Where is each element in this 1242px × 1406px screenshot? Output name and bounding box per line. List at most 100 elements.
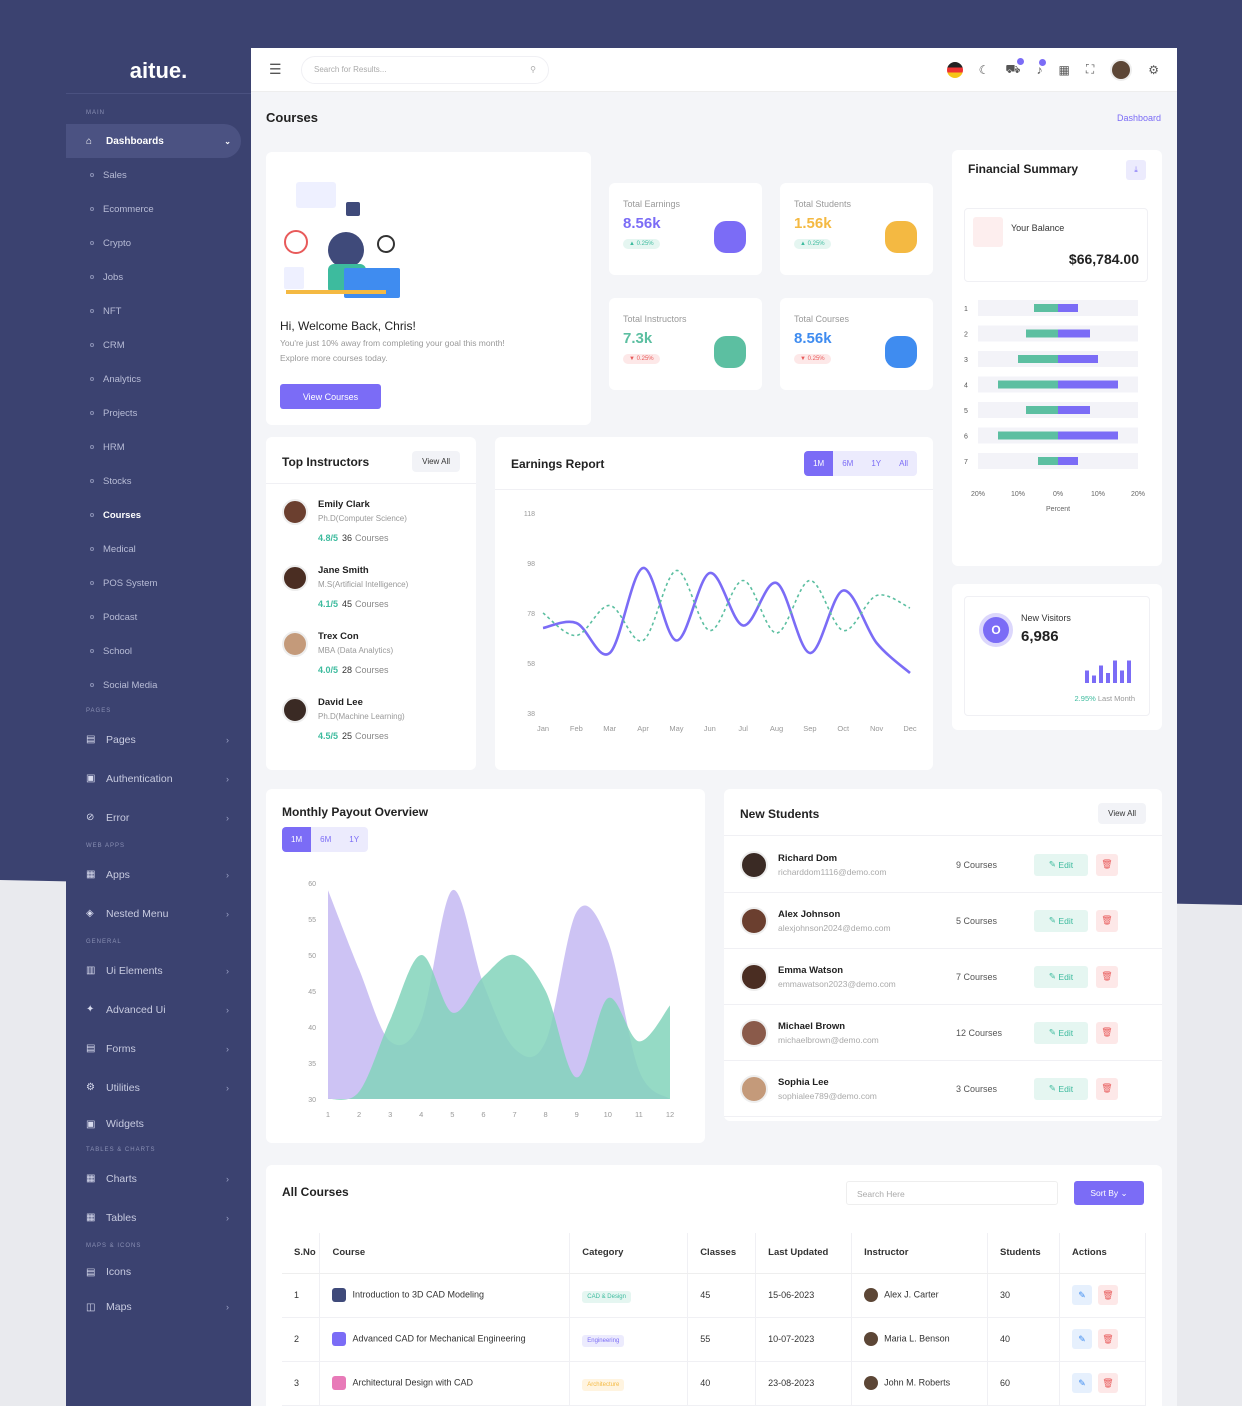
courses-search-input[interactable]: Search Here [846,1181,1058,1205]
tab-1y[interactable]: 1Y [862,451,891,476]
delete-button[interactable]: 🗑 [1096,1021,1118,1044]
edit-button[interactable]: ✎ Edit [1034,909,1088,932]
instructor-item[interactable]: David Lee Ph.D(Machine Learning) 4.5/5 25… [282,697,467,741]
sidebar-sub-item[interactable]: Jobs [66,260,251,294]
sidebar-item-error[interactable]: ⊘ Error › [66,798,251,837]
sidebar-item-tables[interactable]: ▦ Tables › [66,1198,251,1237]
moon-icon[interactable]: ☾ [978,62,990,77]
breadcrumb[interactable]: Dashboard [1116,113,1161,123]
classes-cell: 40 [687,1361,757,1406]
sidebar-sub-item[interactable]: POS System [66,566,251,600]
sidebar-sub-label: Projects [103,407,138,419]
edit-button[interactable]: ✎ Edit [1034,1077,1088,1100]
trash-icon[interactable]: 🗑 [1097,1329,1118,1349]
bell-icon[interactable]: ♪ [1036,58,1047,77]
chevron-right-icon: › [226,908,229,919]
flag-icon[interactable] [946,61,963,78]
tab-1m[interactable]: 1M [282,827,312,852]
search-input[interactable]: Search for Results... ⚲ [301,55,549,84]
sidebar-item-ui-elements[interactable]: ▥ Ui Elements › [66,951,251,990]
course-cell[interactable]: Advanced CAD for Mechanical Engineering [319,1317,571,1362]
edit-icon[interactable]: ✎ [1071,1329,1092,1349]
sidebar-sub-item[interactable]: School [66,634,251,668]
sidebar-item-forms[interactable]: ▤ Forms › [66,1029,251,1068]
view-all-students-button[interactable]: View All [1098,803,1146,824]
sidebar-item-advanced-ui[interactable]: ✦ Advanced Ui › [66,990,251,1029]
trash-icon[interactable]: 🗑 [1097,1285,1118,1305]
sidebar-sub-item[interactable]: CRM [66,328,251,362]
delete-button[interactable]: 🗑 [1096,853,1118,876]
chevron-right-icon: › [226,812,229,823]
instructor-item[interactable]: Jane Smith M.S(Artificial Intelligence) … [282,565,467,609]
course-cell[interactable]: Architectural Design with CAD [319,1361,571,1406]
sidebar-item-pages[interactable]: ▤ Pages › [66,720,251,759]
sidebar-sub-item[interactable]: Ecommerce [66,192,251,226]
edit-button[interactable]: ✎ Edit [1034,1021,1088,1044]
sidebar-sub-item[interactable]: Sales [66,158,251,192]
sidebar-item-dashboards[interactable]: ⌂ Dashboards ⌄ [66,124,241,158]
tick-label: 40 [308,1025,316,1032]
course-icon [332,1332,347,1346]
sidebar-item-apps[interactable]: ▦ Apps › [66,855,251,894]
tab-1m[interactable]: 1M [804,451,834,476]
sidebar-sub-item[interactable]: Projects [66,396,251,430]
tab-all[interactable]: All [890,451,917,476]
edit-button[interactable]: ✎ Edit [1034,853,1088,876]
instructor-item[interactable]: Trex Con MBA (Data Analytics) 4.0/5 28 Cou… [282,631,467,675]
search-icon[interactable]: ⚲ [530,65,536,74]
sidebar-sub-item[interactable]: Social Media [66,668,251,702]
instructor-name: Emily Clark [318,499,370,510]
sidebar-item-maps[interactable]: ◫ Maps › [66,1289,251,1325]
sidebar-sub-item[interactable]: Courses [66,498,251,532]
students-cell: 60 [987,1361,1060,1406]
avatar[interactable] [1110,58,1133,81]
menu-icon[interactable]: ☰ [269,61,282,77]
sidebar-item-icons[interactable]: ▤ Icons [66,1255,251,1289]
gear-icon[interactable]: ⚙ [1148,62,1159,77]
bullet-icon [90,513,94,517]
updated-cell: 15-06-2023 [755,1273,853,1318]
delete-button[interactable]: 🗑 [1096,1077,1118,1100]
section-webapps: WEB APPS [86,843,126,849]
sidebar-item-label: Ui Elements [106,964,163,977]
tick-label: Jan [537,724,549,733]
student-course-count: 5 Courses [956,915,998,926]
sidebar-sub-item[interactable]: Podcast [66,600,251,634]
sidebar-item-widgets[interactable]: ▣ Widgets [66,1107,251,1141]
edit-icon[interactable]: ✎ [1071,1285,1092,1305]
download-icon[interactable]: ⤓ [1126,160,1146,180]
column-header: Actions [1059,1233,1147,1274]
sidebar-item-authentication[interactable]: ▣ Authentication › [66,759,251,798]
sidebar-item-charts[interactable]: ▦ Charts › [66,1159,251,1198]
tab-6m[interactable]: 6M [311,827,341,852]
pencil-icon: ✎ [1048,859,1057,869]
sidebar-sub-item[interactable]: NFT [66,294,251,328]
sidebar-sub-item[interactable]: Analytics [66,362,251,396]
view-all-instructors-button[interactable]: View All [412,451,460,472]
sidebar-item-utilities[interactable]: ⚙ Utilities › [66,1068,251,1107]
trash-icon[interactable]: 🗑 [1097,1373,1118,1393]
sidebar-item-nested-menu[interactable]: ◈ Nested Menu › [66,894,251,933]
instructor-item[interactable]: Emily Clark Ph.D(Computer Science) 4.8/5… [282,499,467,543]
delete-button[interactable]: 🗑 [1096,909,1118,932]
sidebar-sub-item[interactable]: Stocks [66,464,251,498]
tab-1y[interactable]: 1Y [340,827,369,852]
delete-button[interactable]: 🗑 [1096,965,1118,988]
instructor-list: Emily Clark Ph.D(Computer Science) 4.8/5… [282,499,467,763]
sidebar-sub-label: Crypto [103,237,131,249]
cart-icon[interactable]: ⛟ [1005,57,1025,76]
fullscreen-icon[interactable]: ⛶ [1085,62,1095,76]
bar-negative [1026,329,1058,338]
sidebar-sub-item[interactable]: HRM [66,430,251,464]
sort-by-button[interactable]: Sort By ⌄ [1074,1181,1144,1205]
edit-button[interactable]: ✎ Edit [1034,965,1088,988]
view-courses-button[interactable]: View Courses [280,384,381,409]
edit-icon[interactable]: ✎ [1071,1373,1092,1393]
sidebar-sub-item[interactable]: Crypto [66,226,251,260]
apps-grid-icon[interactable]: ▦ [1058,62,1070,77]
sidebar-item-label: Dashboards [106,135,164,147]
sidebar-sub-item[interactable]: Medical [66,532,251,566]
course-cell[interactable]: Introduction to 3D CAD Modeling [319,1273,571,1318]
tab-6m[interactable]: 6M [833,451,863,476]
stat-label: Total Earnings [623,199,681,209]
